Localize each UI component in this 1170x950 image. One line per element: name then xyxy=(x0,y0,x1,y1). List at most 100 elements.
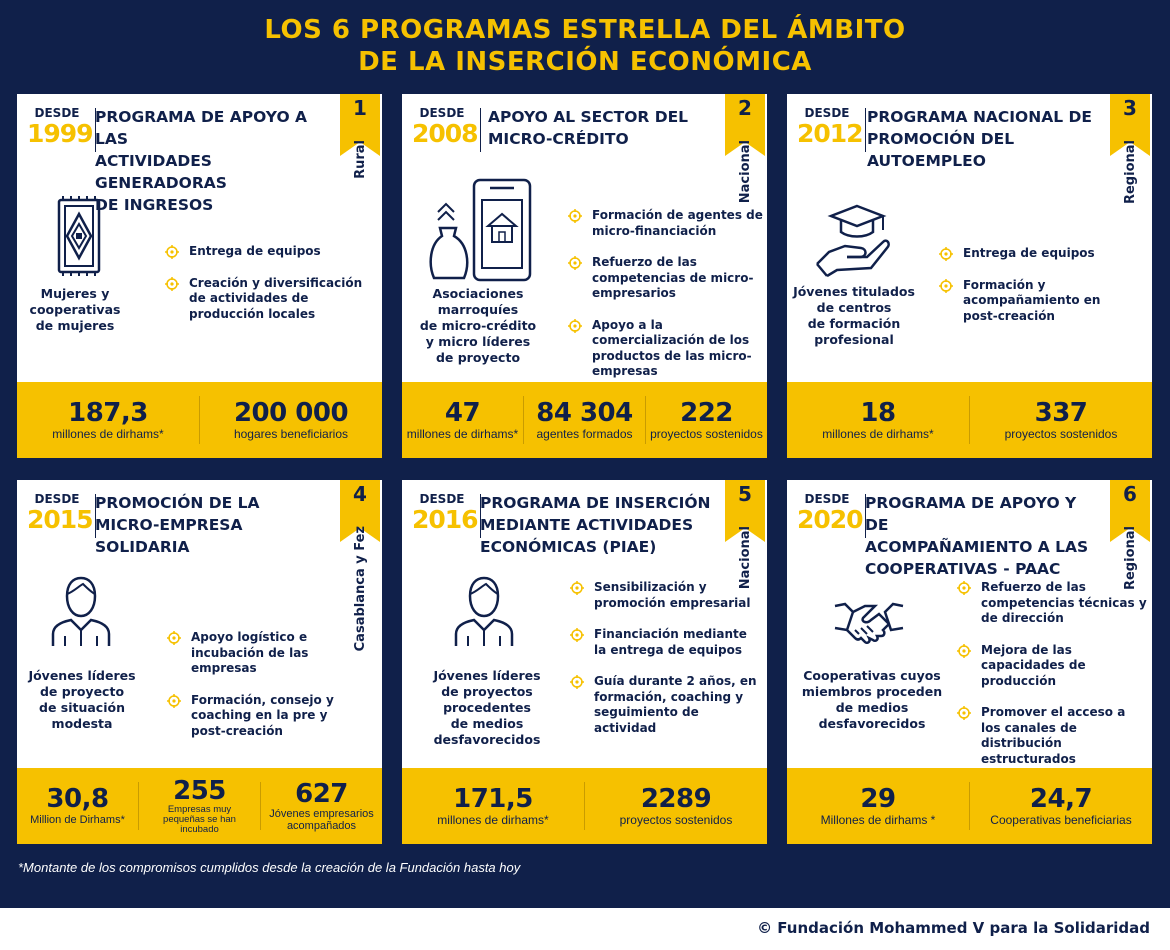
stat: 29 Millones de dirhams * xyxy=(820,784,936,827)
footer-bar: © Fundación Mohammed V para la Solidarid… xyxy=(0,908,1170,950)
stat: 84 304 agentes formados xyxy=(523,396,645,444)
list-item: Promover el acceso a los canales de dist… xyxy=(955,705,1147,767)
since-year: 1999 xyxy=(27,119,94,148)
beneficiaries-text: Jóvenes líderes de proyectos procedentes… xyxy=(433,668,541,747)
number-ribbon xyxy=(340,480,380,542)
program-number: 2 xyxy=(738,96,752,120)
stat: 627 Jóvenes empresarios acompañados xyxy=(260,780,382,832)
target-icon xyxy=(570,628,584,642)
program-number: 3 xyxy=(1123,96,1137,120)
title-line-1: LOS 6 PROGRAMAS ESTRELLA DEL ÁMBITO xyxy=(264,15,906,45)
since-block: DESDE 2015 xyxy=(27,492,94,534)
beneficiaries-text: Mujeres y cooperativas de mujeres xyxy=(29,286,121,333)
beneficiaries-text: Jóvenes líderes de proyecto de situación… xyxy=(28,668,136,731)
since-label: DESDE xyxy=(804,492,850,506)
since-year: 2012 xyxy=(797,119,864,148)
stat: 200 000 hogares beneficiarios xyxy=(199,396,382,444)
stat: 337 proyectos sostenidos xyxy=(969,396,1152,444)
title-line-2: DE LA INSERCIÓN ECONÓMICA xyxy=(358,47,812,77)
program-card-6: DESDE 2020 PROGRAMA DE APOYO Y DE ACOMPA… xyxy=(787,480,1152,844)
number-ribbon xyxy=(725,94,765,156)
program-number: 4 xyxy=(353,482,367,506)
list-item: Financiación mediante la entrega de equi… xyxy=(568,627,763,658)
target-icon xyxy=(165,245,179,259)
divider xyxy=(95,494,96,538)
bullet-list: Refuerzo de las competencias técnicas y … xyxy=(955,580,1147,783)
page-title: LOS 6 PROGRAMAS ESTRELLA DEL ÁMBITO DE L… xyxy=(0,14,1170,78)
target-icon xyxy=(570,581,584,595)
since-year: 2020 xyxy=(797,505,864,534)
target-icon xyxy=(939,278,953,293)
bullet-list: Entrega de equipos Formación y acompañam… xyxy=(937,246,1117,340)
target-icon xyxy=(957,643,971,658)
program-title: APOYO AL SECTOR DEL MICRO-CRÉDITO xyxy=(488,108,689,148)
program-card-2: DESDE 2008 APOYO AL SECTOR DEL MICRO-CRÉ… xyxy=(402,94,767,458)
divider xyxy=(480,494,481,538)
list-item: Sensibilización y promoción empresarial xyxy=(568,580,763,611)
beneficiaries-text: Jóvenes titulados de centros de formació… xyxy=(793,284,915,347)
person-icon xyxy=(454,576,514,648)
list-item: Creación y diversificación de actividade… xyxy=(163,276,368,323)
scope-label: Casablanca y Fez xyxy=(352,526,368,652)
program-title: PROMOCIÓN DE LA MICRO-EMPRESA SOLIDARIA xyxy=(95,494,260,556)
list-item: Entrega de equipos xyxy=(937,246,1117,262)
stats-bar: 29 Millones de dirhams * 24,7 Cooperativas… xyxy=(787,768,1152,844)
since-block: DESDE 2012 xyxy=(797,106,864,148)
program-number: 5 xyxy=(738,482,752,506)
since-label: DESDE xyxy=(419,106,465,120)
since-year: 2008 xyxy=(412,119,479,148)
program-title: PROGRAMA DE APOYO A LAS ACTIVIDADES GENE… xyxy=(95,108,308,214)
stat: 47 millones de dirhams* xyxy=(406,398,519,441)
list-item: Entrega de equipos xyxy=(163,244,368,260)
target-icon xyxy=(165,276,179,291)
handshake-icon xyxy=(833,598,905,644)
stat: 171,5 millones de dirhams* xyxy=(437,784,549,827)
bullet-list: Entrega de equipos Creación y diversific… xyxy=(163,244,368,338)
since-year: 2015 xyxy=(27,505,94,534)
target-icon xyxy=(939,247,953,261)
number-ribbon xyxy=(340,94,380,156)
target-icon xyxy=(568,256,582,270)
person-icon xyxy=(51,576,111,648)
target-icon xyxy=(568,318,582,333)
program-card-3: DESDE 2012 PROGRAMA NACIONAL DE PROMOCIÓ… xyxy=(787,94,1152,458)
program-number: 1 xyxy=(353,96,367,120)
stat: 187,3 millones de dirhams* xyxy=(52,398,164,441)
stat: 24,7 Cooperativas beneficiarias xyxy=(969,782,1152,830)
footnote: *Montante de los compromisos cumplidos d… xyxy=(18,860,521,875)
stats-bar: 187,3 millones de dirhams* 200 000 hogares… xyxy=(17,382,382,458)
list-item: Formación y acompañamiento en post-creac… xyxy=(937,278,1117,325)
stats-bar: 18 millones de dirhams* 337 proyectos sost… xyxy=(787,382,1152,458)
number-ribbon xyxy=(1110,480,1150,542)
since-label: DESDE xyxy=(34,106,80,120)
since-year: 2016 xyxy=(412,505,479,534)
stat: 222 proyectos sostenidos xyxy=(645,396,767,444)
copyright: © Fundación Mohammed V para la Solidarid… xyxy=(757,919,1150,937)
stats-bar: 30,8 Million de Dirhams* 255 Empresas muy … xyxy=(17,768,382,844)
bullet-list: Sensibilización y promoción empresarial … xyxy=(568,580,763,752)
program-card-4: DESDE 2015 PROMOCIÓN DE LA MICRO-EMPRESA… xyxy=(17,480,382,844)
target-icon xyxy=(568,209,582,223)
bullet-list: Apoyo logístico e incubación de las empr… xyxy=(165,630,365,755)
since-label: DESDE xyxy=(419,492,465,506)
program-card-5: DESDE 2016 PROGRAMA DE INSERCIÓN MEDIANT… xyxy=(402,480,767,844)
money-bag-phone-icon xyxy=(428,178,538,282)
divider xyxy=(480,108,481,152)
stats-bar: 47 millones de dirhams* 84 304 agentes for… xyxy=(402,382,767,458)
list-item: Formación, consejo y coaching en la pre … xyxy=(165,693,365,740)
target-icon xyxy=(167,693,181,708)
rug-icon xyxy=(55,194,103,278)
since-label: DESDE xyxy=(804,106,850,120)
program-title: PROGRAMA DE INSERCIÓN MEDIANTE ACTIVIDAD… xyxy=(480,494,711,556)
number-ribbon xyxy=(725,480,765,542)
list-item: Refuerzo de las competencias técnicas y … xyxy=(955,580,1147,627)
stats-bar: 171,5 millones de dirhams* 2289 proyectos … xyxy=(402,768,767,844)
target-icon xyxy=(957,581,971,595)
bullet-list: Formación de agentes de micro-financiaci… xyxy=(566,208,766,396)
divider xyxy=(95,108,96,152)
since-block: DESDE 2020 xyxy=(797,492,864,534)
since-label: DESDE xyxy=(34,492,80,506)
program-number: 6 xyxy=(1123,482,1137,506)
list-item: Mejora de las capacidades de producción xyxy=(955,643,1147,690)
since-block: DESDE 2016 xyxy=(412,492,479,534)
